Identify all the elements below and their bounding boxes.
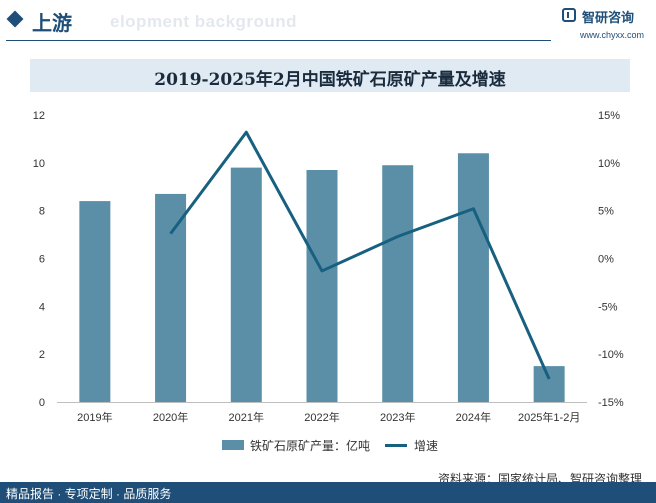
x-tick-label: 2022年 <box>304 410 339 424</box>
y-right-tick-label: 5% <box>598 206 614 218</box>
brand-name: 智研咨询 <box>582 10 635 25</box>
y-right-tick-label: -15% <box>598 397 624 409</box>
bar <box>457 153 489 402</box>
bar-series <box>79 153 565 402</box>
brand-logo-icon <box>562 8 576 22</box>
y-left-tick-label: 12 <box>33 110 45 122</box>
y-left-tick-label: 8 <box>39 206 45 218</box>
legend-bar-label: 铁矿石原矿产量：亿吨 <box>250 439 371 453</box>
x-tick-label: 2024年 <box>456 410 491 424</box>
x-tick-label: 2019年 <box>77 410 112 424</box>
y-right-tick-label: 10% <box>598 158 620 170</box>
x-tick-label: 2025年1-2月 <box>518 410 580 424</box>
y-right-tick-label: 0% <box>598 254 614 266</box>
bar <box>79 201 111 402</box>
y-right-tick-label: -5% <box>598 301 618 313</box>
legend-bar-swatch <box>222 440 244 450</box>
chart-axes: 0 2 4 6 8 10 12 -15% -10% -5% 0% 5% 10% 15% 2019年 2020年… <box>33 110 624 424</box>
legend-line-label: 增速 <box>414 439 439 453</box>
bar <box>306 170 338 402</box>
background-watermark-text: elopment background <box>110 12 298 31</box>
footer-services: 精品报告 · 专项定制 · 品质服务 <box>6 487 172 501</box>
bar <box>155 193 187 402</box>
y-left-tick-label: 0 <box>39 397 45 409</box>
y-right-tick-label: -10% <box>598 349 624 361</box>
y-left-tick-label: 10 <box>33 158 45 170</box>
growth-line <box>169 130 551 380</box>
section-title: 上游 <box>32 13 72 35</box>
line-series <box>169 130 551 380</box>
bar <box>230 167 262 402</box>
y-left-tick-label: 2 <box>39 349 45 361</box>
x-tick-label: 2020年 <box>153 410 188 424</box>
footer-bar: 精品报告 · 专项定制 · 品质服务 <box>0 482 656 503</box>
legend-line-swatch <box>385 444 407 447</box>
x-tick-label: 2023年 <box>380 410 415 424</box>
bar <box>382 165 414 402</box>
page-header: 上游 elopment background 智研咨询 www.chyxx.co… <box>0 0 656 42</box>
x-tick-label: 2021年 <box>229 410 264 424</box>
y-right-tick-label: 15% <box>598 110 620 122</box>
chart-title-bar: 2019-2025年2月中国铁矿石原矿产量及增速 <box>30 59 630 92</box>
chart-title: 2019-2025年2月中国铁矿石原矿产量及增速 <box>154 70 506 90</box>
bar <box>533 366 565 402</box>
y-left-tick-label: 4 <box>39 301 45 313</box>
y-left-tick-label: 6 <box>39 254 45 266</box>
header-divider <box>6 40 551 41</box>
brand-url[interactable]: www.chyxx.com <box>580 30 645 40</box>
